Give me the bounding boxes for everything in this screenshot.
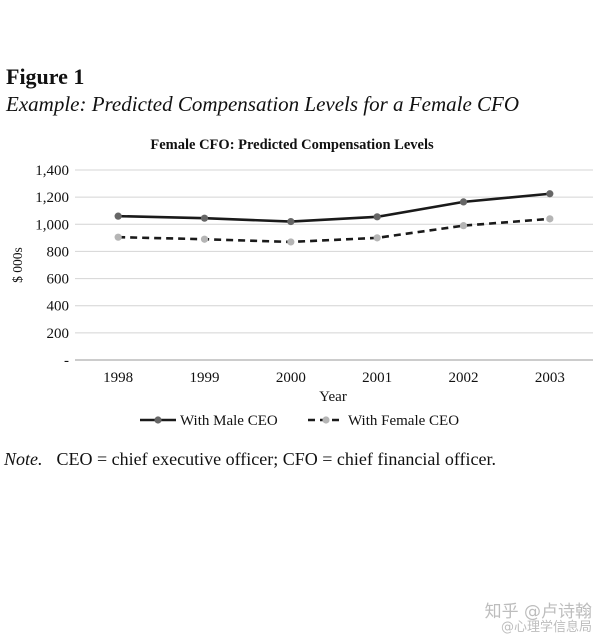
y-tick-label: 600 (47, 272, 70, 288)
series-line-2 (118, 217, 550, 244)
chart-title: Female CFO: Predicted Compensation Level… (150, 137, 434, 153)
watermark-line2: @心理学信息局 (500, 620, 592, 635)
x-tick-label: 2000 (276, 370, 306, 386)
data-point (546, 190, 554, 198)
legend-marker (154, 416, 162, 424)
data-point (114, 212, 122, 220)
series-line-1 (118, 192, 550, 223)
x-axis-label: Year (319, 389, 347, 405)
y-tick-label: 800 (47, 244, 70, 260)
watermark-line1: 知乎 @卢诗翰 (484, 602, 592, 622)
data-point (373, 213, 381, 221)
legend-label: With Male CEO (180, 413, 278, 429)
y-tick-label: 1,200 (35, 190, 69, 206)
x-tick-label: 1999 (190, 370, 220, 386)
y-tick-label: 1,400 (35, 163, 69, 179)
gridlines (75, 169, 593, 361)
x-tick-label: 2001 (362, 370, 392, 386)
data-point (200, 235, 209, 243)
data-point (114, 233, 122, 241)
data-point (373, 234, 381, 242)
x-tick-label: 2002 (449, 370, 479, 386)
data-point (287, 217, 295, 226)
series-lines (114, 190, 554, 246)
x-tick-label: 1998 (103, 370, 133, 386)
y-tick-label: 400 (47, 299, 70, 315)
figure-label: Figure 1 (6, 64, 85, 89)
figure-subtitle: Example: Predicted Compensation Levels f… (6, 92, 520, 116)
y-axis-label: $ 000s (10, 247, 25, 283)
watermark: 知乎 @卢诗翰 @心理学信息局 (485, 604, 592, 636)
note-lead: Note. (4, 449, 43, 469)
y-tick-labels: - 200 400 600 800 1,000 1,200 1,400 (35, 163, 69, 369)
figure-note: Note. CEO = chief executive officer; CFO … (4, 449, 496, 470)
x-tick-labels: 1998 1999 2000 2001 2002 2003 (103, 370, 565, 386)
data-point (200, 214, 209, 222)
note-text: CEO = chief executive officer; CFO = chi… (56, 449, 496, 469)
line-chart: Female CFO: Predicted Compensation Level… (10, 137, 593, 429)
data-point (287, 238, 295, 246)
legend-marker (322, 416, 330, 424)
data-point (546, 215, 554, 223)
data-point (459, 198, 468, 206)
y-tick-label: - (64, 353, 69, 369)
x-tick-label: 2003 (535, 370, 565, 386)
y-tick-label: 200 (47, 326, 70, 342)
y-tick-label: 1,000 (35, 217, 69, 233)
legend: With Male CEO With Female CEO (140, 413, 459, 429)
legend-label: With Female CEO (348, 413, 459, 429)
data-point (459, 222, 468, 230)
